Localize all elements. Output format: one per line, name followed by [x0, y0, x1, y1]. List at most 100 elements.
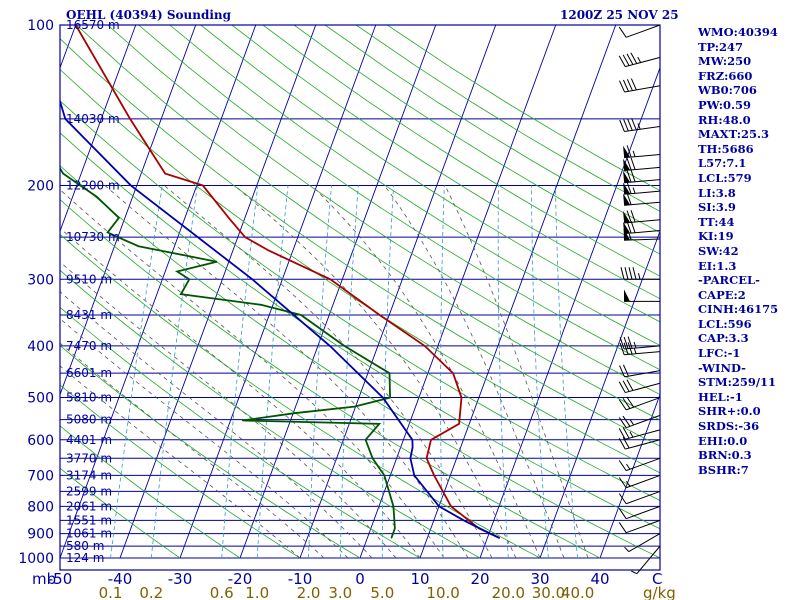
wind-barb-flag	[626, 53, 634, 65]
wind-barb-staff	[626, 414, 661, 429]
wind-barb	[619, 78, 661, 93]
wind-barb-flag	[619, 337, 625, 350]
parcel-point	[438, 505, 440, 507]
wind-barb	[620, 267, 660, 280]
temperature-tick-label: 30	[530, 570, 549, 588]
mixing-ratio-tick-label: 20.0	[492, 584, 525, 600]
wind-barb-staff	[626, 457, 661, 472]
temperature-tick-label: -50	[48, 570, 73, 588]
wind-barb-flag	[623, 336, 629, 349]
wind-barb	[618, 414, 661, 429]
mixing-ratio-tick-label: 2.0	[297, 584, 321, 600]
index-item: HEL:-1	[698, 389, 743, 404]
parcel-point	[489, 533, 491, 535]
wind-barb-flag	[622, 380, 630, 392]
index-item: PW:0.59	[698, 97, 752, 112]
mixing-ratio-tick-label: 0.1	[99, 584, 123, 600]
mixing-ratio-line	[339, 185, 359, 559]
wind-barb-flag	[623, 119, 629, 132]
dewpoint-point	[216, 261, 218, 263]
temperature-point	[164, 172, 166, 175]
temperature-tick-label: 20	[470, 570, 489, 588]
wind-barb	[623, 192, 661, 206]
wind-barb-pennant	[623, 193, 631, 206]
wind-barb-flag	[626, 145, 632, 158]
wind-barb-staff	[624, 351, 661, 356]
dewpoint-point	[260, 304, 262, 306]
index-item: WMO:40394	[698, 25, 778, 39]
mixing-ratio-line	[308, 185, 332, 559]
wind-barb-flag	[630, 210, 636, 223]
dry-adiabat	[60, 199, 601, 559]
temperature-point	[450, 505, 452, 507]
wind-barb-pennant	[623, 158, 631, 171]
wind-barb-half-flag	[629, 431, 634, 438]
wind-barb-flag	[627, 118, 633, 131]
dewpoint-point	[300, 314, 302, 316]
dewpoint-point	[394, 527, 396, 530]
diagram-grid	[60, 25, 660, 559]
dewpoint-point	[353, 406, 355, 408]
parcel-profile	[60, 98, 500, 539]
index-item: -WIND-	[698, 360, 746, 375]
wind-barb-staff	[625, 56, 661, 68]
wind-barb-flag	[622, 364, 629, 377]
dry-adiabat	[200, 25, 660, 323]
dewpoint-point	[118, 217, 120, 219]
mixing-ratio-line	[110, 185, 163, 559]
wind-barb	[623, 228, 661, 241]
wind-barb-flag	[619, 365, 626, 378]
wind-barb	[624, 289, 660, 302]
dry-adiabat	[60, 38, 660, 447]
index-item: FRZ:660	[698, 68, 753, 83]
wind-barb-flag	[630, 78, 637, 91]
pressure-tick-label: 600	[27, 433, 54, 449]
index-item: CAPE:2	[698, 287, 746, 302]
index-item: TT:44	[698, 214, 735, 229]
height-label: 8431 m	[66, 308, 112, 322]
wind-barb-half-flag	[632, 187, 636, 194]
index-item: CINH:46175	[698, 302, 779, 317]
temperature-tick-label: -10	[288, 570, 313, 588]
dry-adiabat	[231, 25, 660, 300]
index-item: LCL:596	[698, 316, 752, 331]
height-label: 5080 m	[66, 413, 112, 427]
temperature-point	[424, 345, 426, 347]
wind-barb-flag	[630, 220, 636, 233]
mixing-ratio-tick-label: 1.0	[245, 584, 269, 600]
wind-barb-flag	[624, 267, 629, 280]
pressure-tick-label: 1000	[18, 551, 54, 567]
wind-barb	[619, 342, 661, 356]
index-item: RH:48.0	[698, 112, 751, 127]
height-label: 10730 m	[66, 230, 120, 244]
height-label: 9510 m	[66, 272, 112, 286]
wind-barb	[631, 545, 661, 575]
temperature-point	[228, 217, 230, 219]
parcel-point	[43, 46, 44, 47]
mixing-ratio-tick-label: 40.0	[561, 584, 594, 600]
temperature-point	[458, 423, 460, 425]
isotherm	[299, 25, 497, 559]
temperature-point	[129, 118, 131, 120]
temperature-tick-label: 0	[355, 570, 365, 588]
moist-adiabat	[60, 342, 325, 559]
wind-barb-flag	[628, 267, 633, 280]
wind-barb-half-flag	[637, 123, 641, 130]
index-item: CAP:3.3	[698, 331, 749, 346]
mixing-ratio-line	[440, 185, 445, 559]
wind-barb	[618, 519, 661, 534]
wind-barb	[618, 52, 661, 68]
isotherm	[60, 25, 257, 559]
index-item: SI:3.9	[698, 200, 736, 215]
dry-adiabat	[107, 25, 660, 396]
wind-barb-flag	[619, 342, 625, 355]
wind-barb-flag	[630, 52, 638, 64]
temperature-point	[452, 372, 454, 374]
dry-adiabat	[60, 100, 660, 501]
height-label: 3174 m	[66, 468, 112, 482]
wind-barb-flag	[619, 119, 625, 132]
dry-adiabat	[60, 384, 301, 559]
wind-barb-staff	[626, 519, 661, 534]
index-item: MW:250	[698, 54, 752, 69]
wind-barb-pennant	[623, 145, 631, 158]
